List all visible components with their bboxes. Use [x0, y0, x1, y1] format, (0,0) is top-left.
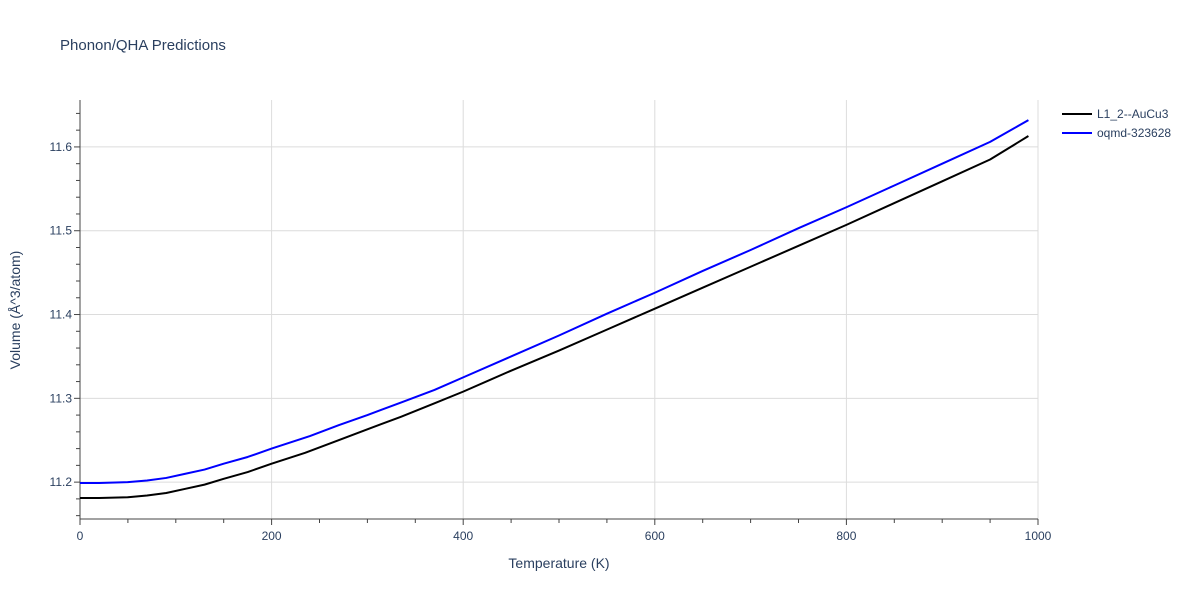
y-tick-label: 11.6: [50, 140, 73, 154]
grid-lines: [80, 100, 1039, 519]
y-tick-label: 11.3: [50, 391, 73, 405]
x-tick-label: 400: [453, 529, 473, 543]
series-lines: [80, 119, 1029, 500]
series-line-1: [80, 119, 1029, 484]
x-tick-label: 800: [836, 529, 856, 543]
axes: [74, 100, 1039, 525]
chart-title: Phonon/QHA Predictions: [60, 37, 226, 54]
y-axis-title: Volume (Å^3/atom): [7, 251, 23, 370]
series-line-0: [80, 135, 1029, 500]
legend: L1_2--AuCu3 oqmd-323628: [1062, 107, 1171, 140]
y-tick-label: 11.4: [50, 308, 73, 322]
x-tick-label: 1000: [1025, 529, 1052, 543]
y-tick-label: 11.5: [50, 224, 73, 238]
x-tick-label: 600: [645, 529, 665, 543]
legend-label-0: L1_2--AuCu3: [1097, 107, 1169, 121]
x-axis-title: Temperature (K): [508, 555, 609, 571]
legend-label-1: oqmd-323628: [1097, 126, 1171, 140]
tick-labels: 0 200 400 600 800 1000 11.2 11.3 11.4 11.5 11.6: [50, 140, 1052, 543]
x-tick-label: 0: [77, 529, 84, 543]
y-tick-label: 11.2: [50, 475, 73, 489]
x-tick-label: 200: [262, 529, 282, 543]
